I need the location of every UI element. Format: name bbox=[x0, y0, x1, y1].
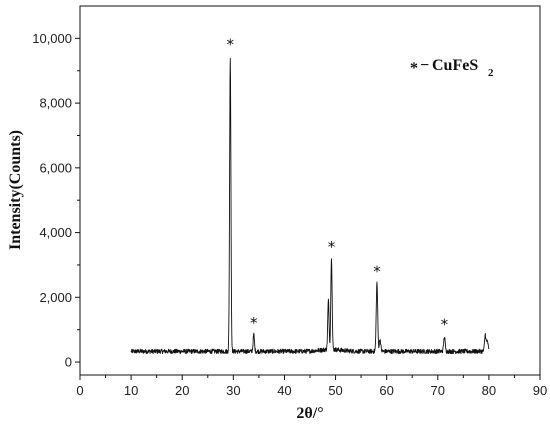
legend-dash: − bbox=[420, 57, 429, 74]
peak-marker: * bbox=[227, 36, 235, 54]
legend-marker: * bbox=[410, 60, 418, 77]
y-tick-label: 10,000 bbox=[32, 31, 72, 46]
peak-marker: * bbox=[441, 316, 449, 334]
x-tick-label: 60 bbox=[379, 383, 393, 398]
y-tick-label: 2,000 bbox=[39, 290, 72, 305]
peak-marker: * bbox=[373, 262, 381, 280]
y-tick-label: 4,000 bbox=[39, 225, 72, 240]
y-axis-title: Intensity(Counts) bbox=[7, 130, 24, 250]
x-tick-label: 20 bbox=[175, 383, 189, 398]
x-tick-label: 90 bbox=[533, 383, 547, 398]
x-tick-label: 30 bbox=[226, 383, 240, 398]
x-tick-label: 0 bbox=[76, 383, 83, 398]
legend: * − CuFeS 2 bbox=[410, 57, 494, 79]
x-tick-label: 10 bbox=[124, 383, 138, 398]
peak-marker: * bbox=[250, 314, 258, 332]
y-tick-label: 8,000 bbox=[39, 96, 72, 111]
peak-annotations: * * * * * bbox=[227, 36, 449, 334]
x-tick-label: 50 bbox=[328, 383, 342, 398]
series-line bbox=[130, 57, 490, 355]
x-axis-ticks: 0 10 20 30 40 50 60 70 80 90 bbox=[76, 375, 547, 398]
y-tick-label: 6,000 bbox=[39, 160, 72, 175]
y-axis-ticks: 0 2,000 4,000 6,000 8,000 10,000 bbox=[32, 31, 80, 370]
x-axis-title: 2θ/° bbox=[296, 405, 323, 422]
peak-marker: * bbox=[328, 238, 336, 256]
legend-label-subscript: 2 bbox=[488, 67, 494, 79]
x-tick-label: 40 bbox=[277, 383, 291, 398]
legend-label: CuFeS bbox=[432, 57, 478, 74]
x-tick-label: 70 bbox=[431, 383, 445, 398]
y-tick-label: 0 bbox=[65, 355, 72, 370]
x-tick-label: 80 bbox=[482, 383, 496, 398]
